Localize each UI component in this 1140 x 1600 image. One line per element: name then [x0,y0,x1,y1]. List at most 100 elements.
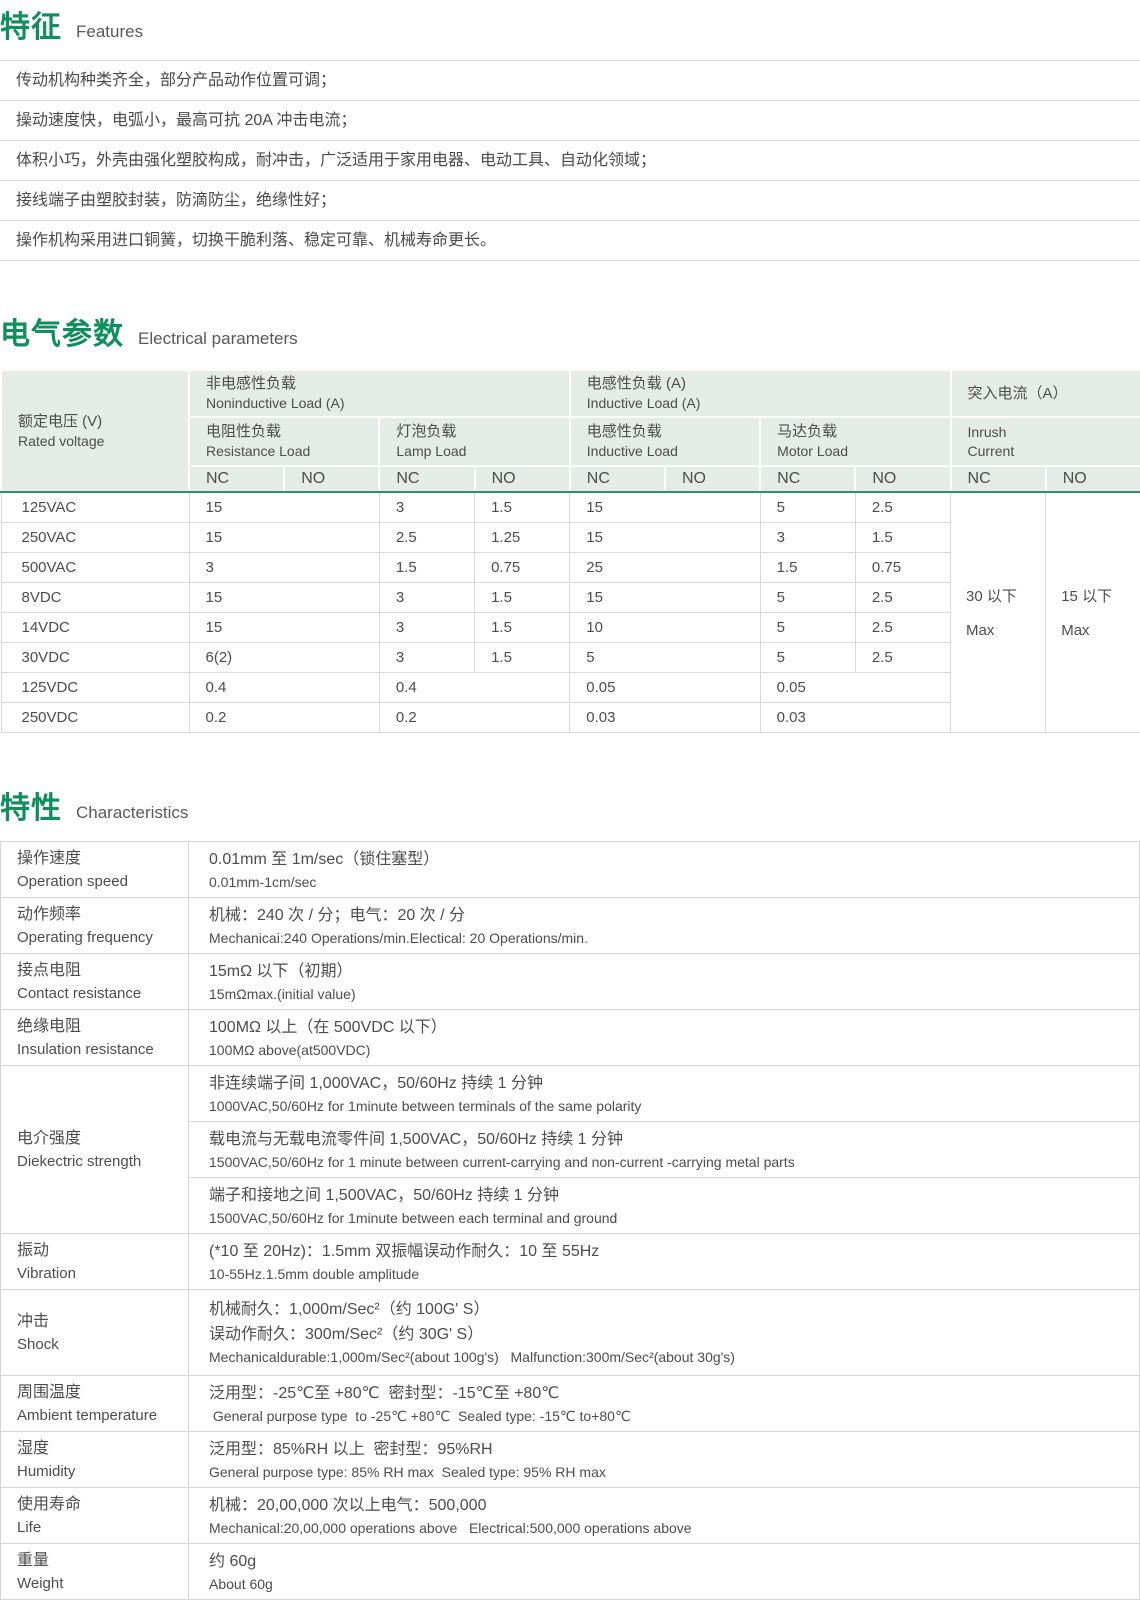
voltage-cell: 30VDC [0,641,190,673]
motor-nc-value: 5 [759,581,856,613]
char-value: 泛用型：85%RH 以上 密封型：95%RH General purpose t… [188,1430,1140,1488]
lamp-no-value: 1.5 [474,641,571,673]
feature-item: 操动速度快，电弧小，最高可抗 20A 冲击电流； [0,100,1140,140]
inductive-value: 25 [569,551,761,583]
inrush-no-cell: 15 以下 Max [1045,491,1140,733]
motor-no-value: 2.5 [854,641,952,673]
resistance-value: 3 [188,551,380,583]
features-title-en: Features [76,22,144,41]
char-value: 载电流与无载电流零件间 1,500VAC，50/60Hz 持续 1 分钟 150… [188,1120,1140,1178]
noninductive-en: Noninductive Load (A) [206,395,345,411]
char-value: 端子和接地之间 1,500VAC，50/60Hz 持续 1 分钟 1500VAC… [188,1176,1140,1234]
col-no: NO [854,465,952,493]
lamp-value: 0.4 [378,671,571,703]
electrical-parameters-table: 额定电压 (V) Rated voltage 非电感性负载 Noninducti… [0,369,1140,733]
lamp-nc-value: 3 [378,641,476,673]
header-noninductive-group: 非电感性负载 Noninductive Load (A) [188,369,571,418]
table-row: 使用寿命 Life 机械：20,00,000 次以上电气：500,000 Mec… [0,1486,1140,1544]
features-section: 特征 Features 传动机构种类齐全，部分产品动作位置可调； 操动速度快，电… [0,0,1140,261]
voltage-cell: 125VDC [0,671,190,703]
char-value: 15mΩ 以下（初期） 15mΩmax.(initial value) [188,952,1140,1010]
inrush-no-value: 15 以下 [1061,588,1113,606]
lamp-no-value: 1.5 [474,581,571,613]
inrush-no-max: Max [1061,622,1090,640]
table-row: 绝缘电阻 Insulation resistance 100MΩ 以上（在 50… [0,1008,1140,1066]
features-list: 传动机构种类齐全，部分产品动作位置可调； 操动速度快，电弧小，最高可抗 20A … [0,60,1140,261]
voltage-cell: 125VAC [0,491,190,523]
voltage-cell: 250VDC [0,701,190,733]
rated-voltage-en: Rated voltage [18,432,105,449]
inrush-nc-cell: 30 以下 Max [950,491,1047,733]
resistance-value: 6(2) [188,641,380,673]
motor-no-value: 2.5 [854,581,952,613]
electrical-title-zh: 电气参数 [0,318,124,351]
table-row: 125VDC 0.4 0.4 0.05 0.05 [0,671,1140,703]
col-nc: NC [759,465,857,493]
resistance-value: 15 [188,611,380,643]
voltage-cell: 14VDC [0,611,190,643]
table-row: 操作速度 Operation speed 0.01mm 至 1m/sec（锁住塞… [0,840,1140,898]
inductive-group-en: Inductive Load (A) [586,395,701,411]
char-label: 使用寿命 Life [0,1486,189,1544]
col-nc: NC [187,465,286,493]
motor-no-value: 2.5 [854,491,952,523]
char-label: 湿度 Humidity [0,1430,189,1488]
features-title-zh: 特征 [0,11,62,44]
table-row: 接点电阻 Contact resistance 15mΩ 以下（初期） 15mΩ… [0,952,1140,1010]
feature-item: 传动机构种类齐全，部分产品动作位置可调； [0,60,1140,100]
table-row: 250VAC 15 2.5 1.25 15 3 1.5 [0,521,1140,553]
char-label: 操作速度 Operation speed [0,840,189,898]
inrush-nc-value: 30 以下 [966,588,1017,606]
header-inrush-current: Inrush Current [949,416,1140,467]
table-row: 电介强度 Diekectric strength 非连续端子间 1,000VAC… [0,1064,1140,1234]
noninductive-zh: 非电感性负载 [206,375,297,392]
resistance-value: 15 [188,521,380,553]
features-title: 特征 Features [0,2,1140,46]
characteristics-title-en: Characteristics [76,802,189,822]
inductive-value: 15 [569,491,761,523]
motor-no-value: 2.5 [854,611,952,643]
table-row: 湿度 Humidity 泛用型：85%RH 以上 密封型：95%RH Gener… [0,1430,1140,1488]
header-motor-load: 马达负载 Motor Load [759,416,952,467]
char-value: (*10 至 20Hz)：1.5mm 双振幅误动作耐久：10 至 55Hz 10… [188,1232,1140,1290]
resistance-value: 15 [188,581,380,613]
motor-nc-value: 3 [759,521,856,553]
lamp-nc-value: 1.5 [378,551,476,583]
lamp-no-value: 0.75 [474,551,571,583]
col-nc: NC [949,465,1047,493]
table-row: 周围温度 Ambient temperature 泛用型：-25℃至 +80℃ … [0,1374,1140,1432]
col-nc: NC [378,465,476,493]
char-value: 非连续端子间 1,000VAC，50/60Hz 持续 1 分钟 1000VAC,… [188,1064,1140,1122]
lamp-no-value: 1.25 [474,521,571,553]
table-row: 重量 Weight 约 60g About 60g [0,1542,1140,1600]
motor-no-value: 1.5 [854,521,952,553]
voltage-cell: 500VAC [0,551,190,583]
inductive-value: 15 [569,521,761,553]
lamp-value: 0.2 [378,701,571,733]
voltage-cell: 8VDC [0,581,190,613]
motor-value: 0.05 [759,671,952,703]
characteristics-table: 操作速度 Operation speed 0.01mm 至 1m/sec（锁住塞… [0,840,1140,1600]
char-value: 约 60g About 60g [188,1542,1140,1600]
characteristics-section: 特性 Characteristics 操作速度 Operation speed … [0,783,1140,1600]
inductive-value: 5 [569,641,761,673]
resistance-value: 0.4 [188,671,380,703]
table-row: 载电流与无载电流零件间 1,500VAC，50/60Hz 持续 1 分钟 150… [1,1120,1140,1178]
col-no: NO [663,465,762,493]
inductive-group-zh: 电感性负载 (A) [586,375,686,392]
table-row: 250VDC 0.2 0.2 0.03 0.03 [0,701,1140,733]
resistance-value: 15 [188,491,380,523]
col-no: NO [473,465,571,493]
col-nc: NC [568,465,666,493]
electrical-title: 电气参数 Electrical parameters [0,309,1140,353]
header-inductive-load: 电感性负载 Inductive Load [568,416,762,467]
inrush-en: Inrush Current [967,423,1015,459]
characteristics-title-zh: 特性 [0,791,62,825]
feature-item: 操作机构采用进口铜簧，切换干脆利落、稳定可靠、机械寿命更长。 [0,220,1140,260]
lamp-no-value: 1.5 [474,611,571,643]
table-row: 125VAC 15 3 1.5 15 5 2.5 30 以下 Max 15 以下… [0,491,1140,733]
char-value: 机械：240 次 / 分；电气：20 次 / 分 Mechanicai:240 … [188,896,1140,954]
voltage-cell: 250VAC [0,521,190,553]
col-no: NO [1044,465,1140,493]
